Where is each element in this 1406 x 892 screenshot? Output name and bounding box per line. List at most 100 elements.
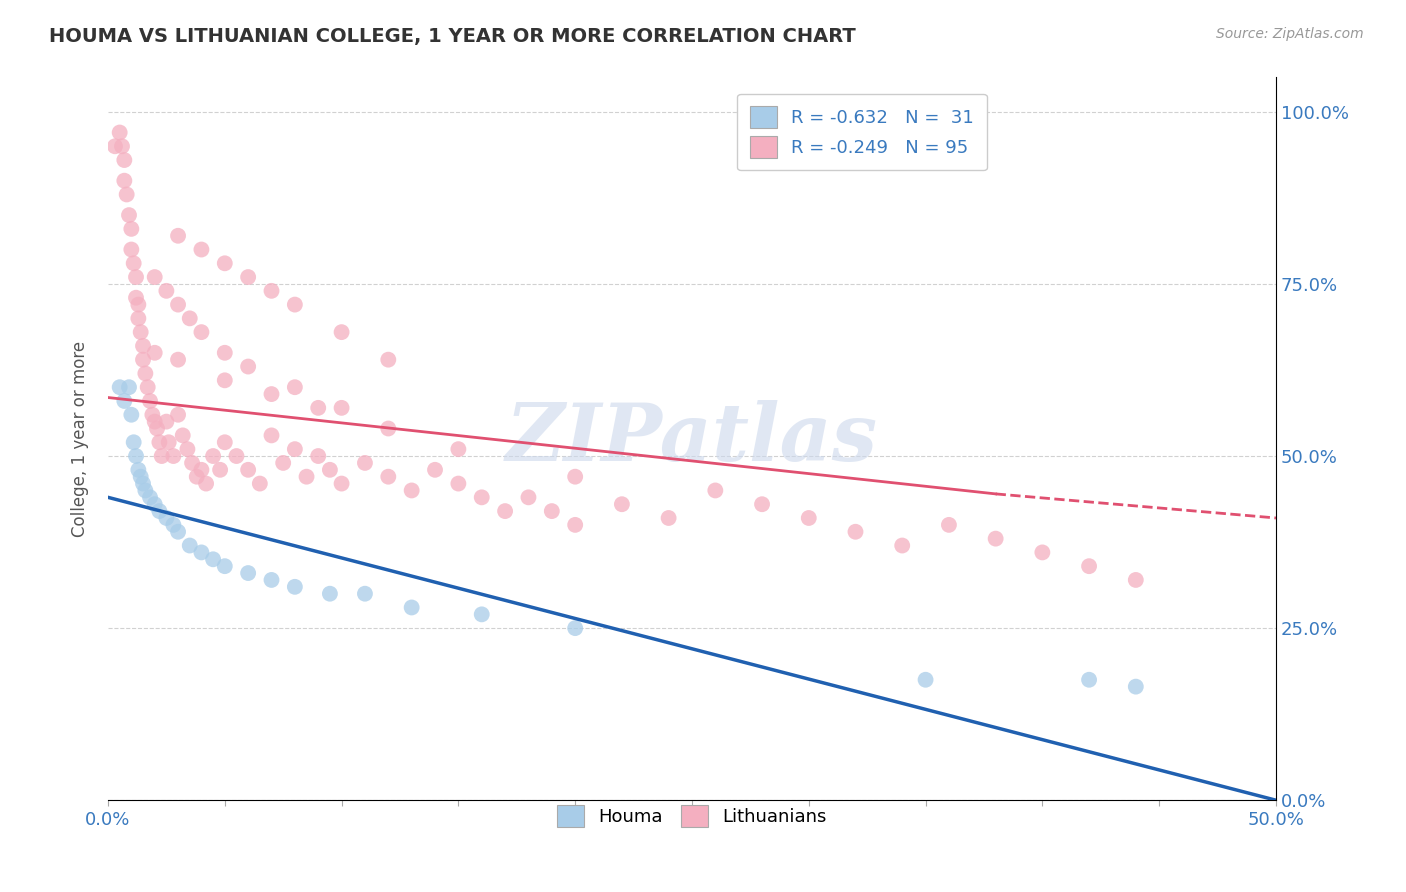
Point [307, 449, 329, 463]
Point [214, 256, 236, 270]
Point [118, 208, 141, 222]
Point [146, 421, 169, 435]
Point [132, 352, 155, 367]
Point [167, 408, 190, 422]
Text: Source: ZipAtlas.com: Source: ZipAtlas.com [1216, 27, 1364, 41]
Point [751, 497, 773, 511]
Point [155, 284, 177, 298]
Point [202, 449, 225, 463]
Point [319, 463, 342, 477]
Point [162, 517, 184, 532]
Point [319, 587, 342, 601]
Point [284, 442, 307, 457]
Point [271, 456, 294, 470]
Point [108, 380, 131, 394]
Point [938, 517, 960, 532]
Point [914, 673, 936, 687]
Point [139, 491, 162, 505]
Point [797, 511, 820, 525]
Point [190, 463, 212, 477]
Point [136, 380, 159, 394]
Point [260, 284, 283, 298]
Point [377, 352, 399, 367]
Point [284, 380, 307, 394]
Point [143, 415, 166, 429]
Point [377, 421, 399, 435]
Point [1125, 573, 1147, 587]
Text: ZIPatlas: ZIPatlas [506, 401, 877, 477]
Point [134, 483, 156, 498]
Point [236, 270, 259, 285]
Point [112, 394, 135, 409]
Point [214, 345, 236, 359]
Point [236, 463, 259, 477]
Point [195, 476, 218, 491]
Point [704, 483, 727, 498]
Point [118, 380, 141, 394]
Point [517, 491, 540, 505]
Point [167, 524, 190, 539]
Point [132, 476, 155, 491]
Point [125, 291, 148, 305]
Point [284, 580, 307, 594]
Point [148, 435, 170, 450]
Point [127, 297, 149, 311]
Point [330, 325, 353, 339]
Point [260, 428, 283, 442]
Point [132, 339, 155, 353]
Point [295, 469, 318, 483]
Point [1125, 680, 1147, 694]
Point [564, 517, 586, 532]
Point [157, 435, 180, 450]
Point [127, 311, 149, 326]
Point [236, 566, 259, 580]
Point [423, 463, 446, 477]
Point [167, 228, 190, 243]
Point [186, 469, 208, 483]
Point [1031, 545, 1053, 559]
Point [190, 325, 212, 339]
Point [401, 600, 423, 615]
Point [143, 270, 166, 285]
Point [108, 126, 131, 140]
Point [1078, 673, 1101, 687]
Point [844, 524, 866, 539]
Point [236, 359, 259, 374]
Point [179, 539, 201, 553]
Point [120, 243, 142, 257]
Point [494, 504, 516, 518]
Point [214, 559, 236, 574]
Point [249, 476, 271, 491]
Point [134, 367, 156, 381]
Point [564, 621, 586, 635]
Point [202, 552, 225, 566]
Point [143, 497, 166, 511]
Point [129, 325, 152, 339]
Point [125, 270, 148, 285]
Point [148, 504, 170, 518]
Point [471, 607, 494, 622]
Point [112, 174, 135, 188]
Point [447, 476, 470, 491]
Point [891, 539, 914, 553]
Point [610, 497, 633, 511]
Point [471, 491, 494, 505]
Point [377, 469, 399, 483]
Point [214, 435, 236, 450]
Point [176, 442, 198, 457]
Point [190, 545, 212, 559]
Point [125, 449, 148, 463]
Point [307, 401, 329, 415]
Point [122, 256, 145, 270]
Y-axis label: College, 1 year or more: College, 1 year or more [72, 341, 89, 537]
Point [354, 587, 377, 601]
Point [209, 463, 232, 477]
Point [260, 387, 283, 401]
Point [190, 243, 212, 257]
Point [172, 428, 194, 442]
Point [120, 408, 142, 422]
Point [127, 463, 149, 477]
Point [179, 311, 201, 326]
Text: HOUMA VS LITHUANIAN COLLEGE, 1 YEAR OR MORE CORRELATION CHART: HOUMA VS LITHUANIAN COLLEGE, 1 YEAR OR M… [49, 27, 856, 45]
Point [167, 297, 190, 311]
